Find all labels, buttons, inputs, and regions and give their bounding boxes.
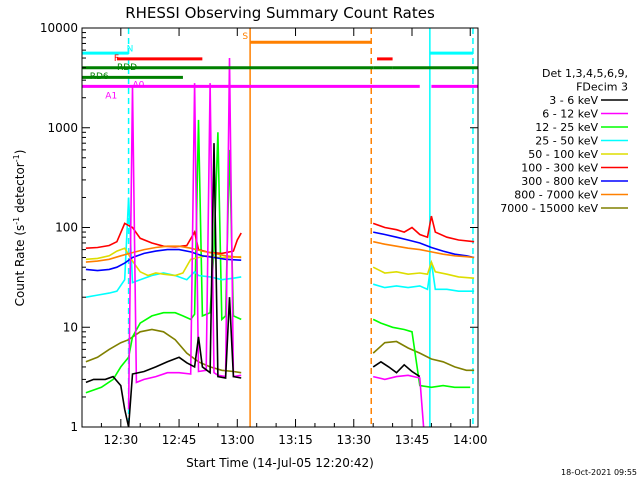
y-tick-label-4: 10000: [40, 21, 78, 35]
series-line-s300-1: [373, 231, 475, 259]
flag-label-a0: A0: [132, 81, 144, 91]
y-axis-label-mid: detector: [13, 162, 27, 217]
series-line-s50-1: [372, 259, 475, 279]
legend-label-4: 50 - 100 keV: [528, 148, 598, 161]
series-line-s25-1: [372, 261, 475, 293]
x-axis: 12:30 12:45 13:00 13:15 13:30 13:45 14:00: [100, 28, 488, 447]
legend-label-0: 3 - 6 keV: [549, 94, 598, 107]
series-line-s6-1: [373, 374, 425, 427]
footer-date: 18-Oct-2021 09:55: [561, 468, 637, 477]
legend-label-1: 6 - 12 keV: [542, 108, 598, 121]
legend-label-3: 25 - 50 keV: [535, 135, 598, 148]
flag-label-a1: A1: [105, 92, 117, 102]
legend-label-6: 300 - 800 keV: [521, 175, 598, 188]
legend-label-7: 800 - 7000 keV: [514, 189, 598, 202]
x-axis-label: Start Time (14-Jul-05 12:20:42): [186, 456, 374, 470]
legend-header-0: Det 1,3,4,5,6,9,: [542, 67, 628, 80]
flag-label-f: F: [114, 54, 119, 64]
y-axis: 1 10 100 1000 10000: [40, 21, 478, 434]
chart-title: RHESSI Observing Summary Count Rates: [125, 4, 435, 22]
series-line-s800-1: [373, 240, 475, 259]
y-axis-label-end: ): [13, 150, 27, 155]
y-axis-label-exp2: -1: [12, 154, 21, 162]
series-line-s100-1: [372, 215, 475, 243]
legend-header-1: FDecim 3: [576, 81, 628, 94]
legend-label-5: 100 - 300 keV: [521, 162, 598, 175]
flag-label-rdd: RDD: [117, 63, 137, 73]
series-line-s50-0: [85, 247, 242, 277]
series-line-s3-0: [85, 143, 242, 427]
flag-label-rd6: RD6: [90, 72, 109, 82]
legend-label-8: 7000 - 15000 keV: [500, 202, 598, 215]
series-line-s7000-1: [372, 340, 475, 372]
y-axis-label-main: Count Rate (s: [13, 225, 27, 307]
y-tick-label-1: 10: [63, 320, 78, 334]
flag-label-n: N: [127, 45, 134, 55]
series-line-s6-0: [127, 57, 242, 410]
x-tick-label-2: 13:00: [220, 433, 255, 447]
series-line-s100-0: [85, 222, 242, 255]
series-line-s300-0: [85, 248, 242, 272]
legend-label-2: 12 - 25 keV: [535, 121, 598, 134]
series-line-s3-1: [372, 360, 421, 378]
y-axis-label: Count Rate (s-1 detector-1): [12, 150, 27, 307]
x-tick-label-6: 14:00: [453, 433, 488, 447]
x-tick-label-0: 12:30: [104, 433, 139, 447]
y-tick-label-0: 1: [70, 420, 78, 434]
x-tick-label-4: 13:30: [336, 433, 371, 447]
y-tick-label-3: 1000: [47, 121, 78, 135]
y-tick-label-2: 100: [55, 221, 78, 235]
series-line-s800-0: [85, 245, 242, 263]
x-tick-label-3: 13:15: [278, 433, 313, 447]
x-tick-label-1: 12:45: [162, 433, 197, 447]
x-tick-label-5: 13:45: [395, 433, 430, 447]
series-line-s12-1: [372, 318, 471, 389]
flag-label-s: S: [242, 32, 248, 42]
y-axis-label-exp1: -1: [12, 217, 21, 225]
